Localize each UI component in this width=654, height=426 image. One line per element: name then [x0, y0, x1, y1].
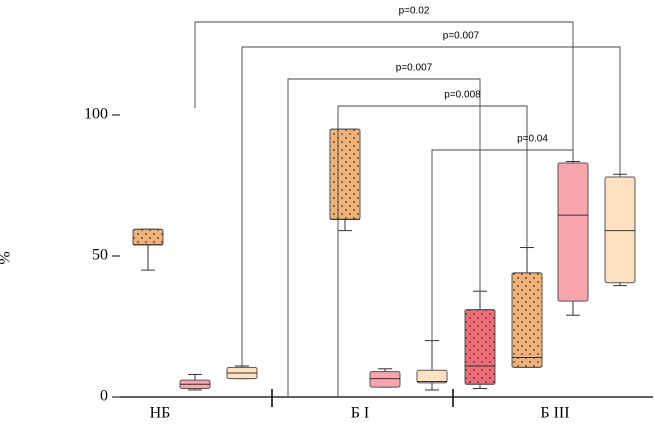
p-value: p=0.007 — [396, 63, 433, 74]
y-tick-label: 100 — [84, 106, 108, 123]
box — [416, 369, 448, 384]
significance-bracket — [431, 149, 574, 340]
p-value: p=0.007 — [443, 31, 480, 42]
x-tick-label: НБ — [150, 405, 171, 422]
box — [369, 371, 401, 388]
significance-bracket — [241, 46, 621, 367]
box — [557, 162, 589, 302]
significance-bracket — [337, 105, 528, 397]
y-tick-label: 0 — [100, 388, 108, 405]
significance-bracket — [194, 21, 574, 163]
p-value: p=0.008 — [444, 90, 481, 101]
box-pattern — [511, 272, 543, 368]
box-pattern — [464, 309, 496, 385]
box-pattern — [329, 128, 361, 220]
box — [604, 176, 636, 284]
y-axis-label: % — [0, 251, 14, 264]
x-tick-label: Б III — [540, 405, 569, 422]
p-value: p=0.02 — [399, 6, 430, 17]
p-value: p=0.04 — [517, 134, 548, 145]
significance-bracket — [287, 78, 481, 397]
box-pattern — [132, 228, 164, 246]
y-tick-label: 50 — [92, 247, 108, 264]
x-tick-label: Б I — [351, 405, 370, 422]
